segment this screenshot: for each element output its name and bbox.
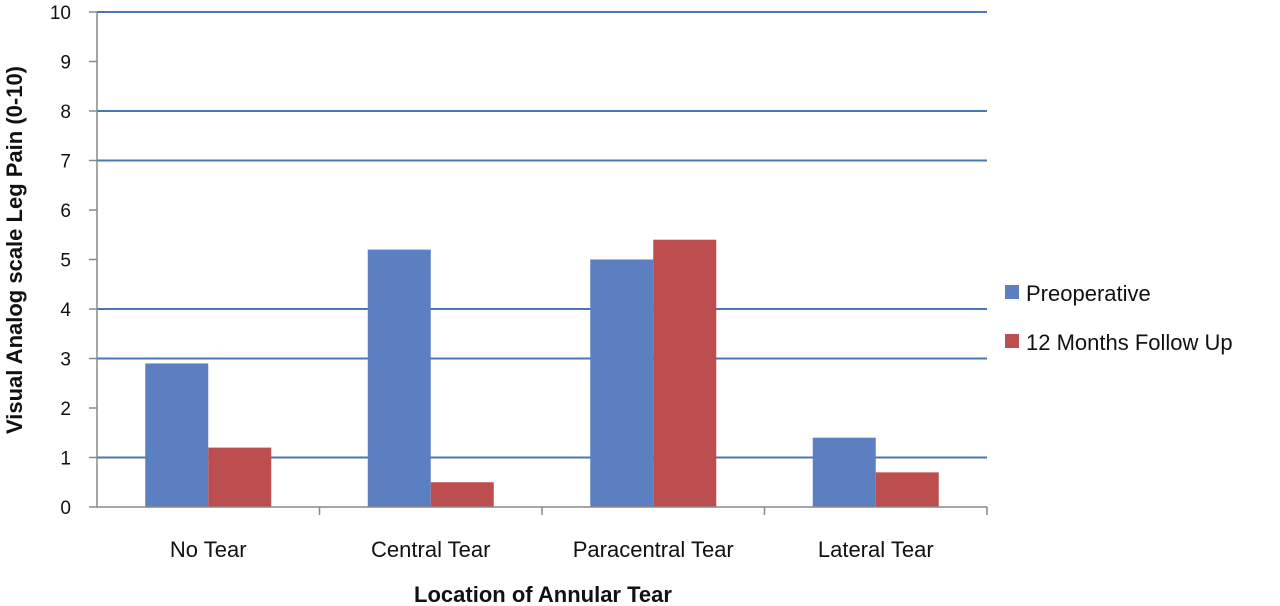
- bar-preoperative-paracentral-tear: [590, 259, 654, 507]
- y-tick-label: 0: [60, 498, 71, 519]
- y-axis-title: Visual Analog scale Leg Pain (0-10): [2, 66, 27, 434]
- bar-12-months-follow-up-paracentral-tear: [653, 239, 717, 507]
- x-tick-label: Paracentral Tear: [573, 537, 734, 562]
- legend-label-12-months-follow-up: 12 Months Follow Up: [1026, 330, 1233, 355]
- y-tick-label: 4: [60, 300, 71, 321]
- bar-12-months-follow-up-lateral-tear: [875, 472, 939, 507]
- gridlines: [97, 11, 987, 459]
- bars: [145, 239, 939, 507]
- y-tick-label: 3: [60, 350, 71, 371]
- y-tick-label: 8: [60, 102, 71, 123]
- x-axis-title: Location of Annular Tear: [414, 582, 672, 606]
- x-axis-tick-labels: No Tear Central Tear Paracentral Tear Later…: [170, 537, 934, 562]
- y-tick-label: 6: [60, 201, 71, 222]
- legend: Preoperative 12 Months Follow Up: [1005, 281, 1233, 355]
- bar-preoperative-lateral-tear: [812, 437, 876, 507]
- bar-12-months-follow-up-central-tear: [430, 482, 494, 507]
- bar-preoperative-no-tear: [145, 363, 209, 507]
- axes: [96, 12, 988, 515]
- y-tick-label: 9: [60, 53, 71, 74]
- x-tick-label: No Tear: [170, 537, 247, 562]
- y-tick-label: 7: [60, 152, 71, 173]
- y-tick-label: 10: [50, 3, 71, 24]
- x-tick-label: Lateral Tear: [818, 537, 934, 562]
- x-tick-label: Central Tear: [371, 537, 490, 562]
- legend-swatch-preoperative: [1005, 285, 1019, 299]
- y-axis-ticks: 0 1 2 3 4 5 6 7 8 9 10: [50, 3, 97, 519]
- y-tick-label: 1: [60, 449, 71, 470]
- bar-12-months-follow-up-no-tear: [208, 447, 272, 507]
- y-tick-label: 5: [60, 251, 71, 272]
- y-tick-label: 2: [60, 399, 71, 420]
- legend-swatch-12-months-follow-up: [1005, 334, 1019, 348]
- legend-label-preoperative: Preoperative: [1026, 281, 1151, 306]
- bar-preoperative-central-tear: [367, 249, 431, 507]
